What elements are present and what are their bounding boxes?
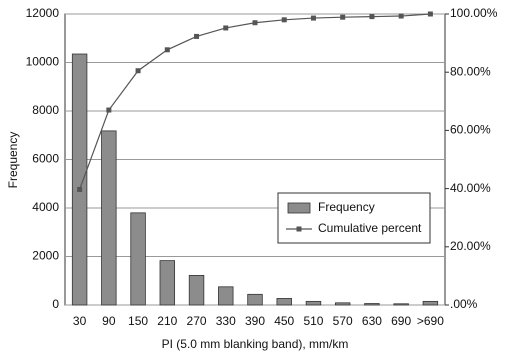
x-tick-label: 690 — [391, 314, 411, 328]
x-tick-label: 630 — [362, 314, 382, 328]
y-tick-label: 10000 — [26, 55, 60, 69]
y2-tick-label: 40.00% — [450, 181, 491, 195]
marker — [398, 13, 404, 19]
bar — [101, 130, 117, 306]
y2-tick-label: 100.00% — [450, 6, 498, 20]
y-axis-label: Frequency — [6, 132, 20, 189]
legend-label: Frequency — [318, 200, 375, 214]
bar — [305, 300, 322, 306]
x-tick-label: 450 — [274, 314, 294, 328]
marker — [281, 17, 287, 23]
bar — [364, 303, 380, 306]
marker — [223, 25, 229, 31]
y2-tick-label: 60.00% — [450, 123, 491, 137]
marker — [252, 20, 258, 26]
y2-tick-label: 80.00% — [450, 64, 491, 78]
marker — [164, 47, 170, 53]
y-tick-label: 8000 — [32, 103, 59, 117]
x-axis-label: PI (5.0 mm blanking band), mm/km — [162, 337, 349, 351]
y-tick-label: 12000 — [26, 6, 60, 20]
marker — [106, 107, 112, 113]
marker — [310, 15, 316, 21]
x-tick-label: 390 — [245, 314, 265, 328]
x-tick-label: >690 — [417, 314, 444, 328]
x-tick-label: 510 — [303, 314, 323, 328]
marker — [340, 14, 346, 20]
x-tick-label: 90 — [102, 314, 116, 328]
bar — [159, 260, 176, 306]
marker — [135, 68, 141, 74]
y2-tick-label: 20.00% — [450, 239, 491, 253]
legend-label: Cumulative percent — [318, 221, 422, 235]
bar — [218, 286, 234, 306]
y-tick-label: 4000 — [32, 200, 59, 214]
bar — [334, 302, 351, 306]
marker — [77, 186, 83, 192]
x-tick-label: 30 — [73, 314, 87, 328]
y-tick-label: 2000 — [32, 249, 59, 263]
y-tick-label: 0 — [52, 297, 59, 311]
x-tick-label: 270 — [187, 314, 207, 328]
legend-swatch — [287, 202, 311, 214]
legend-marker — [296, 226, 302, 232]
bar — [422, 300, 439, 306]
bar — [247, 293, 263, 306]
x-tick-label: 330 — [216, 314, 236, 328]
bar — [276, 298, 292, 306]
legend-box — [277, 192, 431, 244]
marker — [427, 11, 433, 17]
x-tick-label: 150 — [128, 314, 148, 328]
y2-tick-label: .00% — [450, 297, 478, 311]
bar — [71, 53, 88, 306]
x-tick-label: 570 — [333, 314, 353, 328]
y-tick-label: 6000 — [32, 152, 59, 166]
marker — [369, 14, 375, 20]
marker — [194, 33, 200, 39]
x-tick-label: 210 — [157, 314, 177, 328]
bar — [393, 303, 409, 306]
bar — [188, 275, 205, 306]
bar — [130, 212, 146, 306]
